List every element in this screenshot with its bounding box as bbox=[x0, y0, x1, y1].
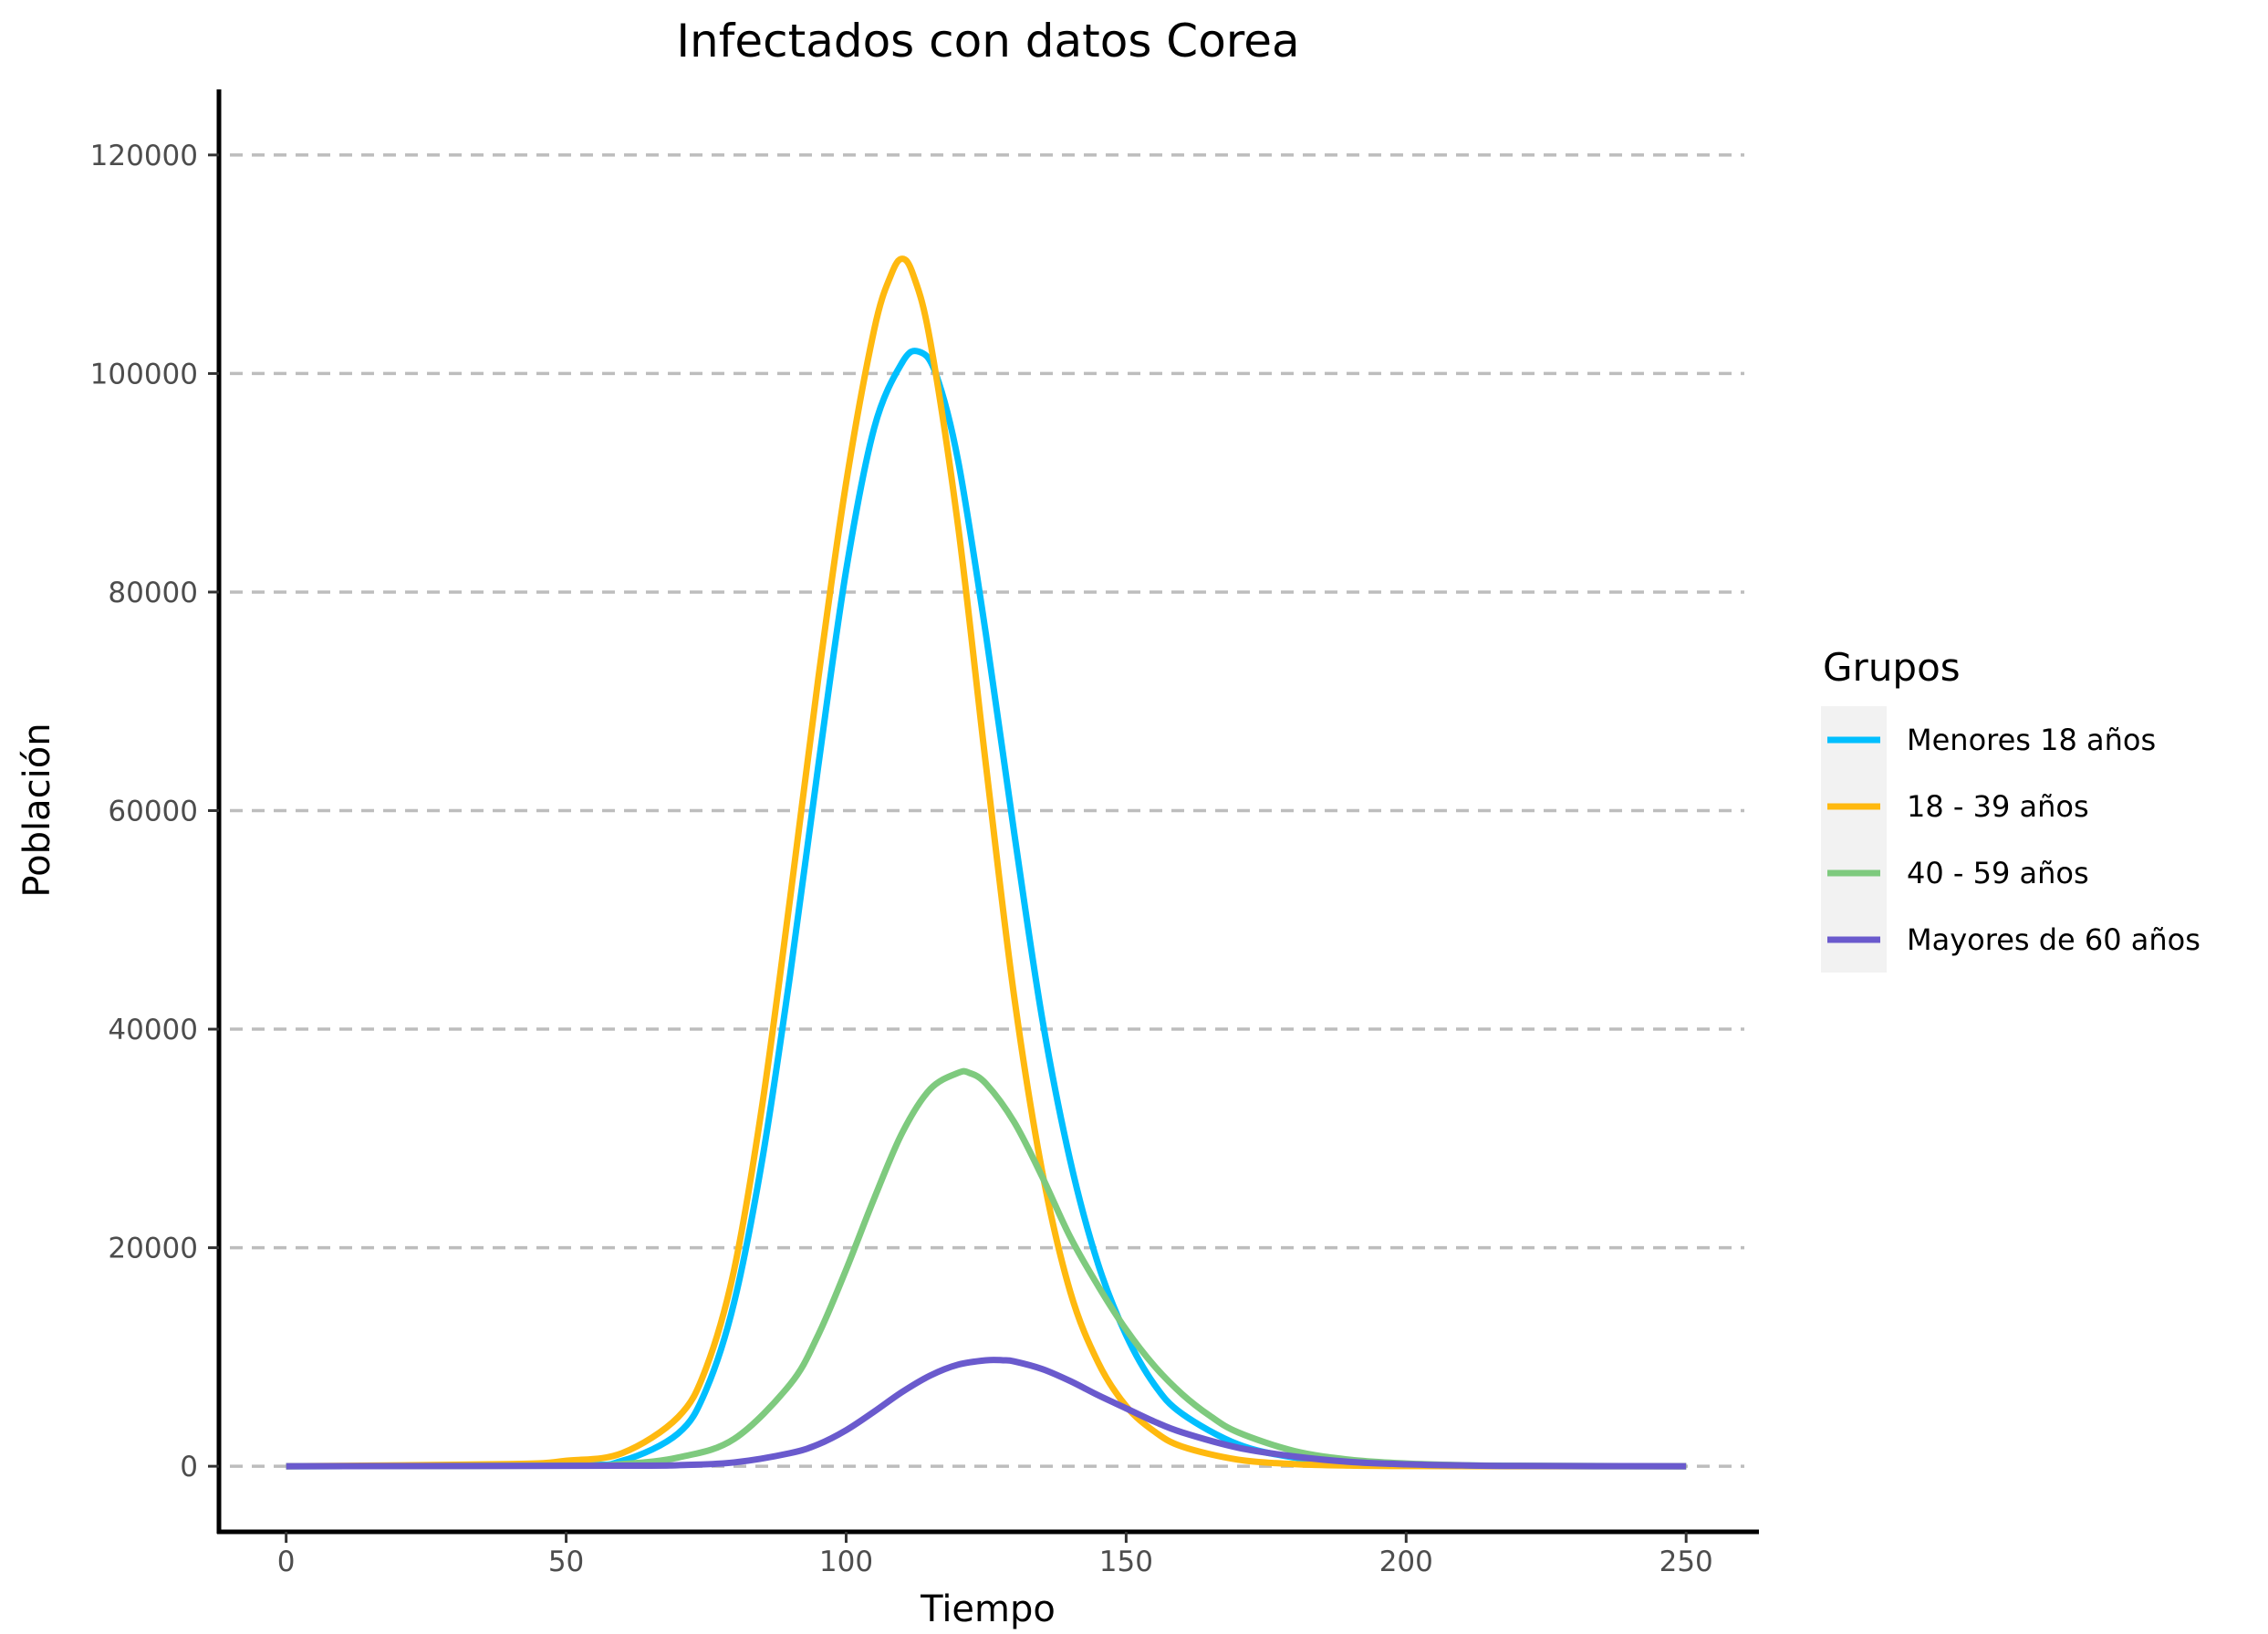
y-tick-label: 100000 bbox=[90, 358, 198, 390]
x-tick-label: 100 bbox=[819, 1546, 873, 1578]
x-tick-label: 50 bbox=[548, 1546, 584, 1578]
x-axis-title: Tiempo bbox=[920, 1588, 1056, 1630]
x-tick-label: 250 bbox=[1659, 1546, 1713, 1578]
series-line-3 bbox=[286, 1067, 1687, 1470]
legend-label-2: 18 - 39 años bbox=[1907, 789, 2089, 824]
legend: Grupos Menores 18 años 18 - 39 años 40 - 5… bbox=[1821, 645, 2200, 973]
legend-label-4: Mayores de 60 años bbox=[1907, 922, 2200, 957]
y-axis-ticks: 0 20000 40000 60000 80000 100000 120000 bbox=[90, 140, 219, 1483]
legend-key-background bbox=[1821, 706, 1887, 973]
y-axis-title: Población bbox=[16, 723, 58, 897]
x-tick-label: 200 bbox=[1379, 1546, 1433, 1578]
y-tick-label: 0 bbox=[180, 1451, 198, 1483]
chart-title: Infectados con datos Corea bbox=[676, 15, 1299, 68]
series-layer bbox=[286, 255, 1687, 1470]
y-tick-label: 80000 bbox=[108, 577, 198, 609]
legend-label-1: Menores 18 años bbox=[1907, 723, 2156, 757]
y-tick-label: 60000 bbox=[108, 796, 198, 828]
y-tick-label: 40000 bbox=[108, 1014, 198, 1046]
legend-label-3: 40 - 59 años bbox=[1907, 856, 2089, 890]
x-tick-label: 0 bbox=[277, 1546, 296, 1578]
gridlines bbox=[230, 153, 1744, 1468]
x-axis-ticks: 0 50 100 150 200 250 bbox=[277, 1532, 1713, 1578]
series-line-4 bbox=[286, 1357, 1687, 1470]
series-line-2 bbox=[286, 255, 1687, 1470]
series-line-1 bbox=[286, 348, 1687, 1470]
legend-title: Grupos bbox=[1823, 645, 1961, 690]
y-tick-label: 120000 bbox=[90, 140, 198, 172]
y-tick-label: 20000 bbox=[108, 1233, 198, 1265]
x-tick-label: 150 bbox=[1099, 1546, 1153, 1578]
